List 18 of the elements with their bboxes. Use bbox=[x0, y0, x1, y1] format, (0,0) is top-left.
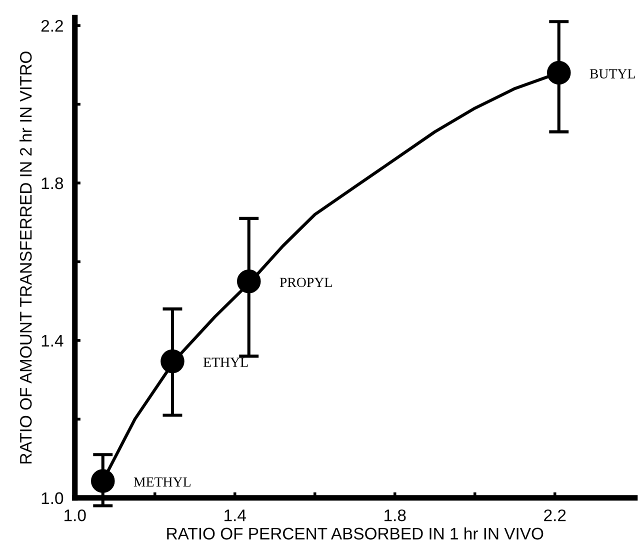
x-tick-label: 2.2 bbox=[544, 509, 566, 522]
annotation: PROPYL bbox=[280, 278, 332, 288]
annotation: ETHYL bbox=[203, 358, 248, 367]
point bbox=[236, 270, 261, 294]
x-tick-label: 1.4 bbox=[224, 510, 246, 522]
annotation: BUTYL bbox=[590, 69, 635, 78]
x-tick-label: 1.0 bbox=[64, 509, 86, 522]
y-tick-label: 1.8 bbox=[42, 177, 64, 190]
y-tick-label: 1.0 bbox=[42, 492, 64, 504]
y-tick-label: 1.4 bbox=[42, 335, 64, 346]
y-tick-label: 2.2 bbox=[41, 20, 63, 32]
x-axis-title: RATIO OF PERCENT ABSORBED IN 1 hr IN VIVO bbox=[167, 527, 544, 540]
point bbox=[160, 349, 184, 374]
y-axis-title: RATIO OF AMOUNT TRANSFERRED IN 2 hr IN VITRO bbox=[20, 52, 32, 464]
point bbox=[546, 60, 571, 85]
annotation: METHYL bbox=[134, 477, 190, 487]
x-tick-label: 1.8 bbox=[384, 509, 406, 522]
point bbox=[90, 469, 115, 493]
